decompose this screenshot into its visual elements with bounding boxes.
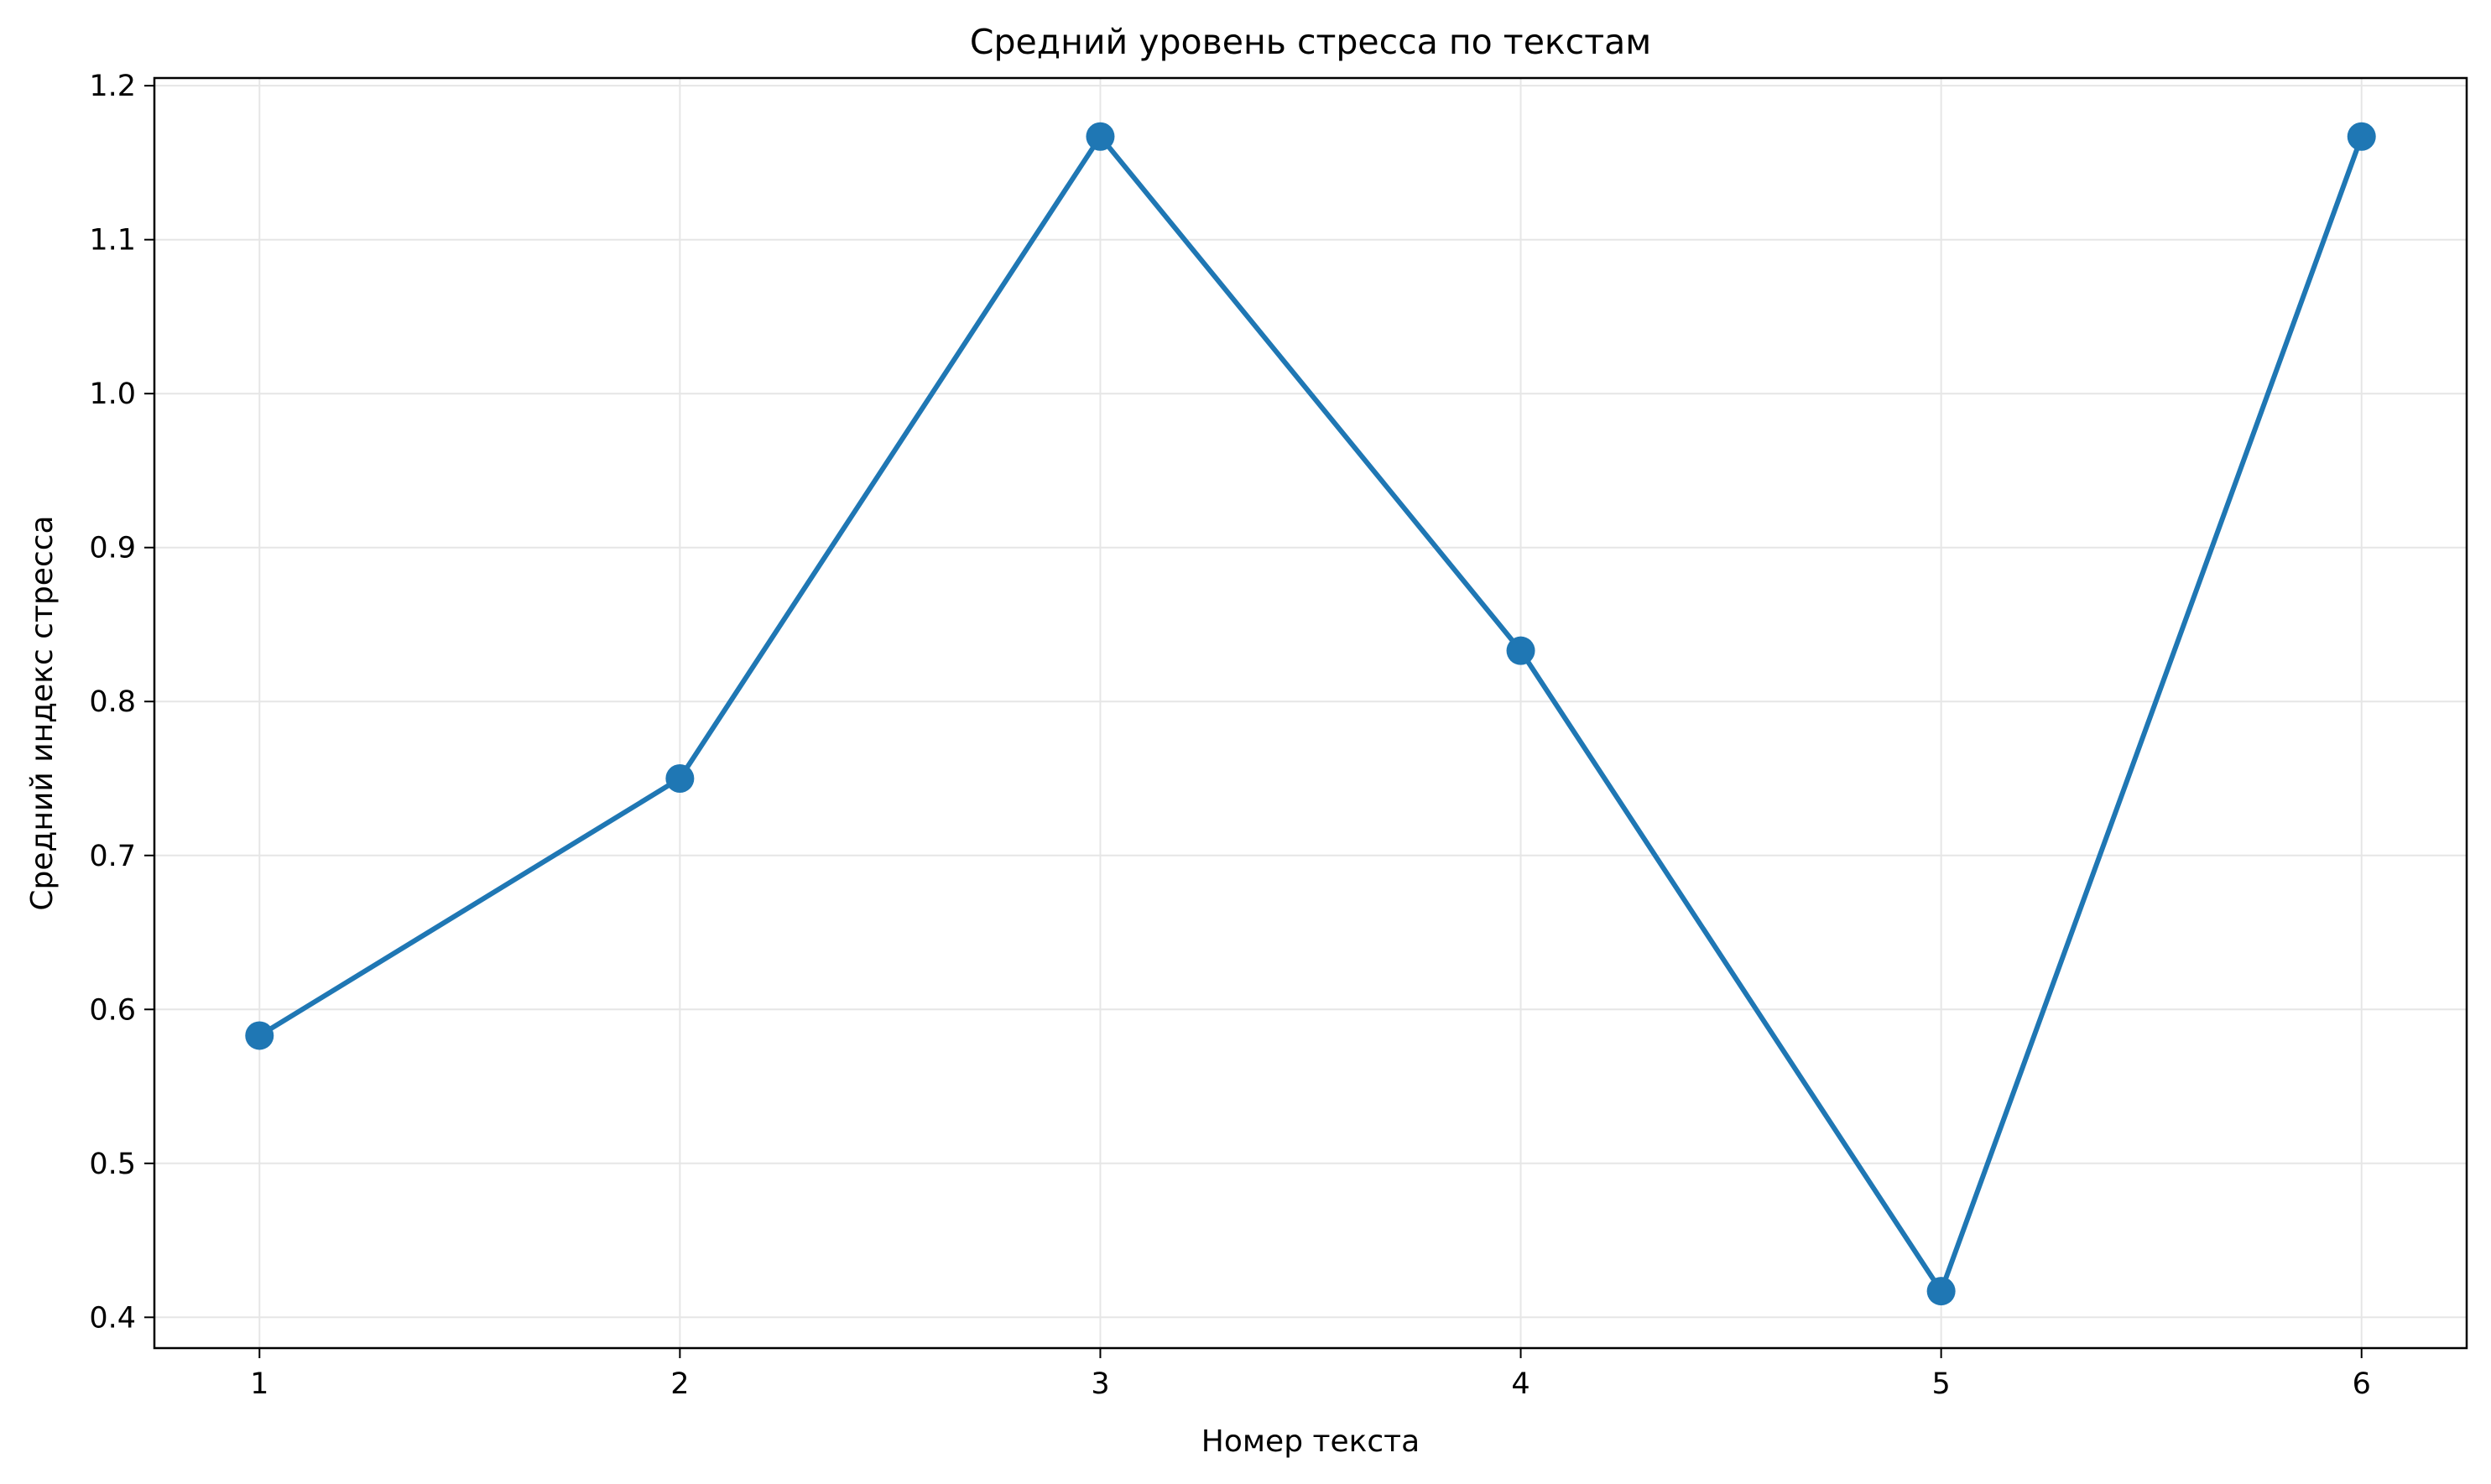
x-tick-label: 2 — [670, 1367, 689, 1401]
y-tick-label: 0.5 — [89, 1148, 136, 1181]
series-layer — [245, 122, 2376, 1306]
x-tick-label: 4 — [1511, 1367, 1530, 1401]
data-point — [1506, 636, 1535, 665]
y-tick-label: 0.7 — [89, 840, 136, 873]
plot-frame — [153, 76, 2468, 1350]
y-tick-label: 1.2 — [89, 70, 136, 103]
x-tick-label: 5 — [1931, 1367, 1950, 1401]
series-line — [258, 133, 2364, 1294]
data-point — [2347, 122, 2376, 151]
y-tick-label: 1.0 — [89, 378, 136, 411]
x-tick-label: 1 — [250, 1367, 268, 1401]
data-point — [245, 1021, 274, 1050]
chart-title: Средний уровень стресса по текстам — [970, 22, 1651, 62]
y-tick-label: 1.1 — [89, 224, 136, 258]
data-point — [665, 763, 695, 793]
x-tick-label: 3 — [1091, 1367, 1109, 1401]
data-point — [1926, 1277, 1956, 1306]
y-axis-label: Средний индекс стресса — [25, 515, 60, 910]
x-tick-label: 6 — [2353, 1367, 2371, 1401]
y-tick-label: 0.9 — [89, 532, 136, 565]
y-tick-label: 0.6 — [89, 993, 136, 1027]
axis-ticks: 1 2 3 4 5 6 0.4 0.5 0.6 0.7 0.8 0.9 1.0 1.1 1.2 — [89, 70, 2371, 1401]
y-tick-label: 0.4 — [89, 1301, 136, 1335]
x-axis-label: Номер текста — [1201, 1424, 1420, 1459]
y-tick-label: 0.8 — [89, 685, 136, 719]
data-point — [1086, 122, 1115, 151]
